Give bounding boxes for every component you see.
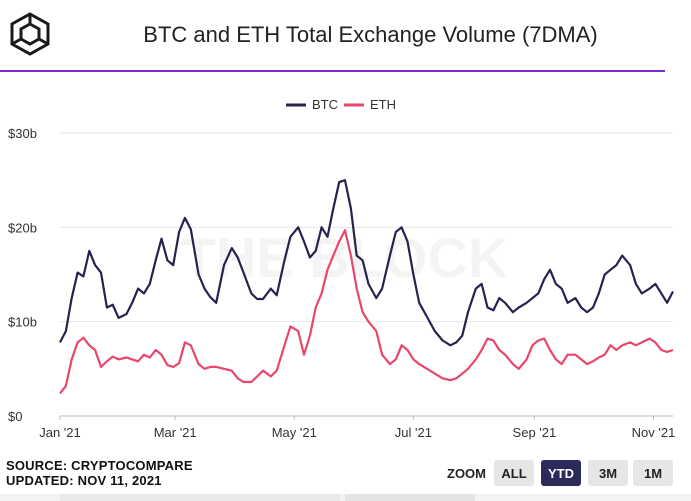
axes: $0 $10b $20b $30b Jan '21 Mar '21 May '21 Jul '… [8, 126, 675, 440]
y-tick-label: $10b [8, 315, 37, 330]
zoom-ytd-button[interactable]: YTD [541, 460, 581, 486]
title-rule [0, 70, 665, 72]
zoom-3m-button[interactable]: 3M [588, 460, 628, 486]
x-tick-label: May '21 [272, 425, 317, 440]
y-tick-label: $20b [8, 220, 37, 235]
series-line-eth [59, 229, 674, 395]
chart-title: BTC and ETH Total Exchange Volume (7DMA) [143, 22, 598, 47]
x-tick-label: Nov '21 [632, 425, 676, 440]
source-note: SOURCE: CRYPTOCOMPARE UPDATED: NOV 11, 2… [6, 458, 193, 488]
x-tick-label: Sep '21 [513, 425, 557, 440]
navigator-strip[interactable] [0, 494, 691, 501]
y-tick-label: $30b [8, 126, 37, 141]
legend-label-btc: BTC [312, 97, 338, 112]
x-tick-label: Jan '21 [39, 425, 81, 440]
header: BTC and ETH Total Exchange Volume (7DMA) [0, 0, 691, 72]
y-tick-label: $0 [8, 409, 22, 424]
theblock-cube-logo-icon [10, 12, 50, 56]
source-text: SOURCE: CRYPTOCOMPARE [6, 458, 193, 473]
grid [60, 132, 673, 417]
x-tick-label: Mar '21 [154, 425, 197, 440]
zoom-label: ZOOM [447, 466, 486, 481]
legend-label-eth: ETH [370, 97, 396, 112]
watermark: THE BLOCK [182, 226, 509, 289]
series-line-btc [59, 179, 674, 347]
legend[interactable]: BTC ETH [286, 97, 396, 112]
zoom-1m-button[interactable]: 1M [633, 460, 673, 486]
chart: THE BLOCK BTC ETH $0 $10b $20b $30b Jan '21 Ma… [8, 97, 675, 440]
zoom-all-button[interactable]: ALL [494, 460, 534, 486]
updated-text: UPDATED: NOV 11, 2021 [6, 473, 162, 488]
series [59, 179, 674, 395]
x-tick-label: Jul '21 [395, 425, 432, 440]
